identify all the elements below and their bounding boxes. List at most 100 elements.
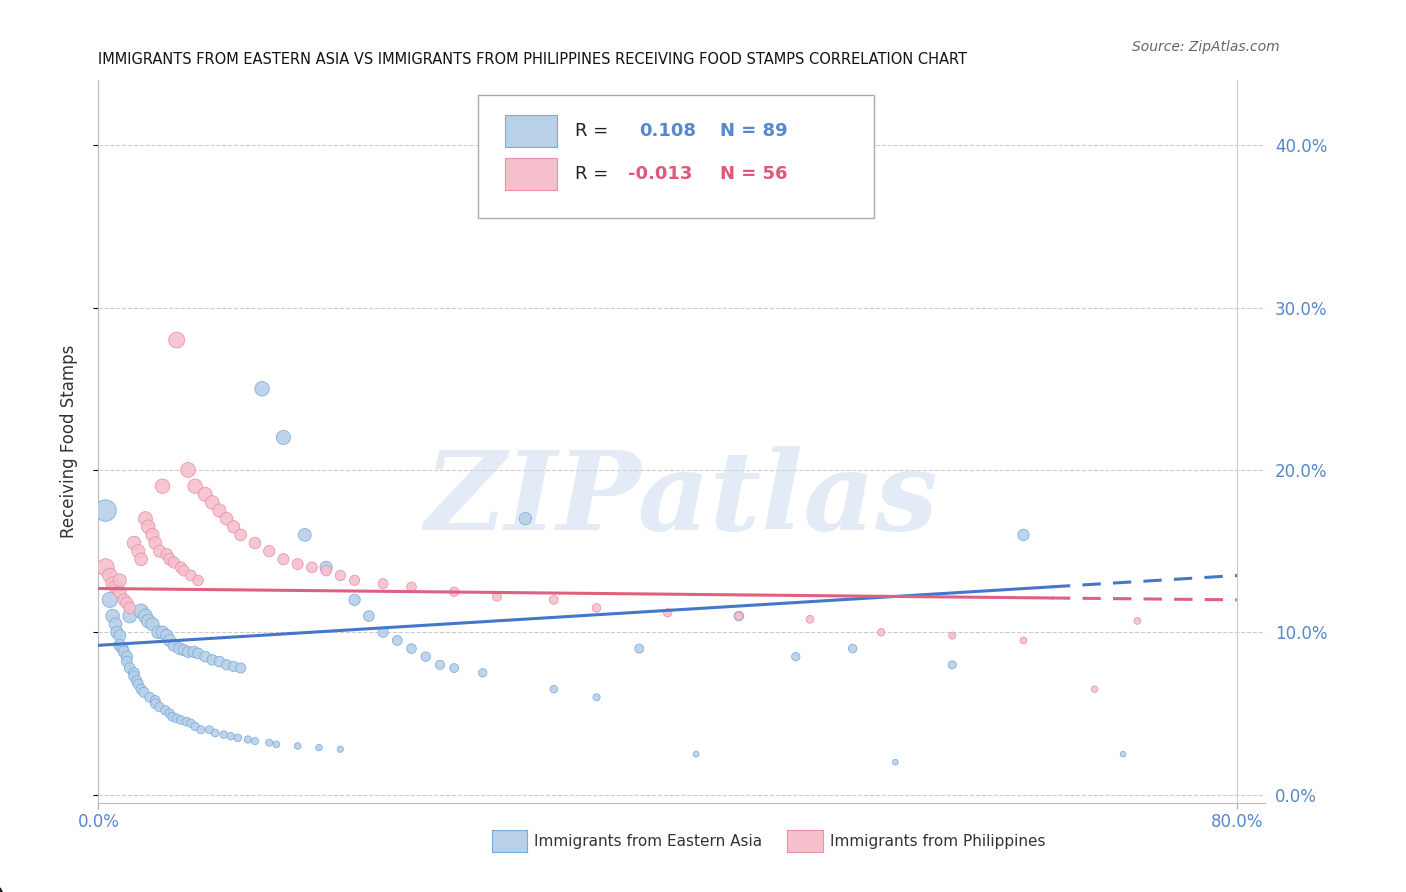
Point (166, 711, 188, 725)
Point (329, 568, 352, 582)
Point (329, 742, 352, 756)
Point (870, 625, 893, 640)
Point (266, 737, 288, 751)
Point (134, 609, 156, 624)
Point (159, 552, 181, 566)
Point (104, 580, 127, 594)
Point (173, 643, 195, 657)
Point (243, 536, 266, 550)
Point (785, 649, 807, 664)
Point (94, 560, 117, 574)
Point (357, 609, 380, 624)
Point (98, 568, 121, 582)
Point (198, 723, 221, 737)
Point (343, 574, 366, 588)
Point (98, 592, 121, 607)
Point (273, 552, 295, 566)
Point (371, 576, 394, 591)
Point (371, 625, 394, 640)
Point (129, 682, 152, 697)
Point (94, 503, 117, 517)
Point (315, 560, 337, 574)
Point (159, 706, 181, 721)
Point (257, 736, 280, 750)
Point (143, 693, 166, 707)
Point (401, 580, 423, 594)
Point (136, 614, 159, 628)
Point (585, 690, 607, 705)
Point (118, 661, 141, 675)
Point (194, 487, 217, 501)
Point (122, 665, 145, 680)
FancyBboxPatch shape (478, 95, 875, 218)
Text: 0.108: 0.108 (638, 122, 696, 140)
Point (471, 665, 494, 680)
Text: N = 56: N = 56 (720, 165, 787, 183)
Point (101, 609, 124, 624)
Point (685, 747, 707, 761)
Point (122, 536, 145, 550)
Point (138, 690, 160, 705)
Point (180, 716, 202, 731)
Point (343, 592, 366, 607)
Point (122, 669, 145, 683)
Point (1012, 528, 1035, 542)
Point (287, 557, 309, 571)
Point (149, 544, 172, 558)
Point (183, 645, 205, 659)
Text: N = 89: N = 89 (720, 122, 787, 140)
Point (111, 641, 134, 656)
Point (315, 564, 337, 578)
Point (243, 734, 266, 748)
Point (229, 661, 252, 675)
Point (226, 731, 249, 745)
Bar (505, 114, 557, 147)
Point (105, 625, 128, 640)
Point (108, 629, 131, 643)
Point (141, 617, 163, 632)
Point (294, 528, 316, 542)
Point (194, 649, 217, 664)
Point (149, 700, 172, 714)
Text: IMMIGRANTS FROM EASTERN ASIA VS IMMIGRANTS FROM PHILIPPINES RECEIVING FOOD STAMP: IMMIGRANTS FROM EASTERN ASIA VS IMMIGRAN… (98, 52, 967, 67)
Text: R =: R = (575, 122, 619, 140)
Point (187, 647, 209, 661)
Point (104, 617, 127, 632)
Point (201, 653, 224, 667)
Point (115, 649, 138, 664)
Point (173, 564, 195, 578)
Text: -0.013: -0.013 (628, 165, 693, 183)
Point (273, 430, 295, 444)
Point (208, 503, 231, 517)
Point (162, 710, 184, 724)
Point (127, 677, 149, 691)
Point (141, 528, 163, 542)
Point (136, 520, 159, 534)
Point (727, 609, 749, 624)
Point (184, 479, 207, 493)
Point (401, 641, 423, 656)
Point (169, 641, 191, 656)
Point (212, 728, 235, 742)
Point (301, 560, 323, 574)
Point (159, 633, 181, 648)
Point (108, 584, 131, 599)
Point (236, 732, 259, 747)
Point (884, 755, 907, 769)
Point (215, 657, 238, 672)
Point (108, 638, 131, 652)
Point (204, 726, 226, 740)
Point (308, 740, 330, 755)
Point (1012, 633, 1035, 648)
Point (170, 713, 193, 727)
Point (115, 596, 138, 610)
Point (215, 511, 238, 525)
Point (118, 609, 141, 624)
Point (841, 641, 863, 656)
Point (176, 714, 198, 729)
Text: R =: R = (575, 165, 613, 183)
Point (515, 511, 537, 525)
Point (585, 601, 607, 615)
Point (156, 548, 179, 562)
Point (429, 657, 451, 672)
